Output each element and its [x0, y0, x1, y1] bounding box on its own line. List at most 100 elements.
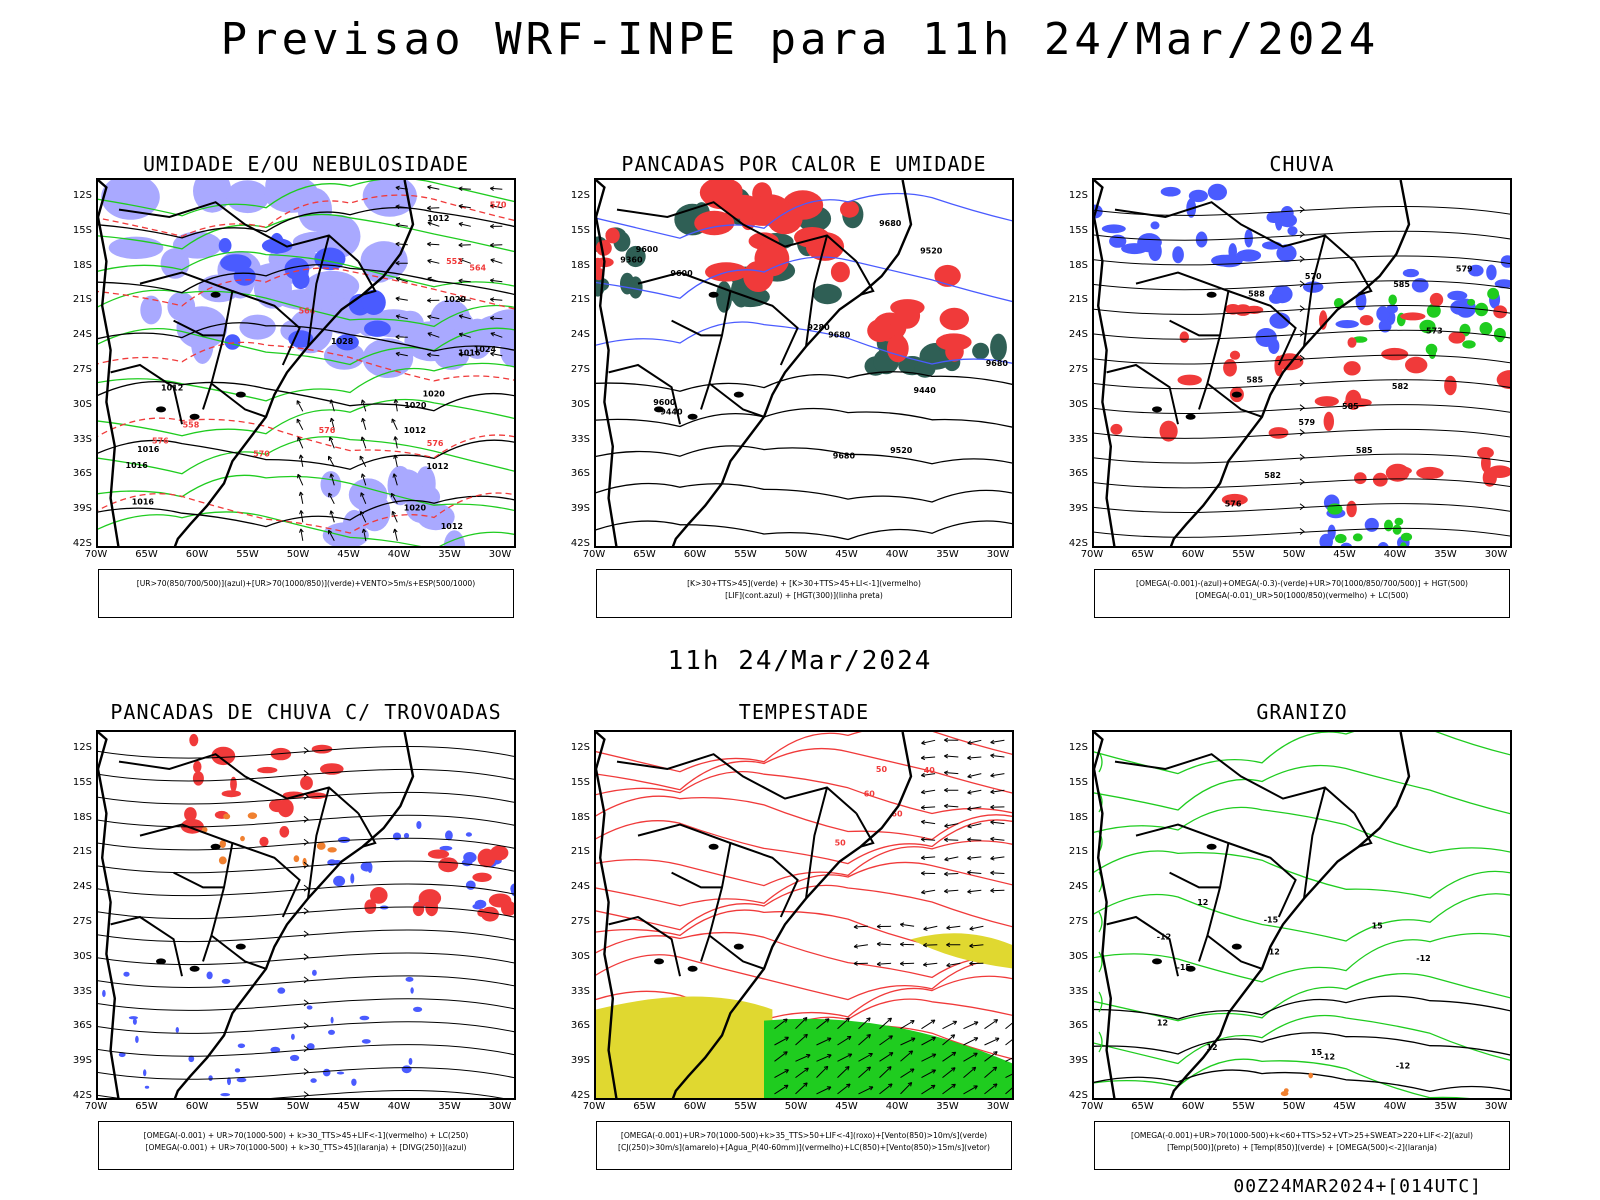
convective-potential-unstable — [886, 334, 909, 363]
convective-potential-unstable — [723, 194, 762, 219]
country-border — [805, 235, 828, 347]
divergence-250 — [277, 987, 286, 994]
streamline-250 — [98, 814, 514, 828]
contour-label: 564 — [299, 307, 316, 316]
wind-vector — [427, 352, 432, 358]
wind-vector-850 — [946, 925, 961, 929]
contour-label: 564 — [469, 263, 486, 272]
lon-label: 70W — [582, 1101, 606, 1112]
wind-vector-850 — [907, 1082, 913, 1087]
lat-label: 21S — [72, 294, 92, 306]
wind-vector-850 — [804, 1067, 809, 1072]
omega-rain — [1335, 320, 1359, 329]
temperature-850 — [1098, 911, 1103, 933]
lon-label: 60W — [1181, 549, 1205, 560]
country-border — [805, 787, 828, 899]
wind-vector-850 — [963, 1021, 979, 1030]
lon-label: 40W — [885, 1101, 909, 1112]
coastline-west — [98, 180, 120, 546]
humidity-low-level-contour — [98, 180, 514, 217]
wind-vector — [490, 279, 503, 283]
lon-label: 45W — [337, 549, 360, 560]
lat-label: 24S — [570, 881, 590, 893]
country-border — [608, 363, 681, 425]
lat-label: 15S — [570, 776, 590, 788]
omega-rain — [1269, 312, 1291, 329]
lon-label: 35W — [1434, 549, 1457, 560]
wind-vector-850 — [967, 789, 982, 794]
omega-rain — [1319, 533, 1333, 546]
wind-vector — [394, 436, 398, 449]
lat-label: 15S — [72, 776, 92, 788]
convective-potential-unstable — [830, 261, 850, 283]
wind-vector — [490, 259, 503, 264]
omega-rain — [1160, 186, 1181, 197]
omega-rain — [1494, 279, 1510, 289]
wind-vector — [297, 437, 304, 449]
wind-vector-850 — [1005, 1057, 1012, 1062]
geopotential-height-300 — [596, 482, 1012, 503]
panel-title-umidade: UMIDADE E/OU NEBULOSIDADE — [142, 152, 470, 176]
humidity-high-level — [389, 469, 423, 500]
wind-vector-850 — [984, 1051, 998, 1062]
wind-vector-850 — [973, 1052, 978, 1057]
wind-vector-850 — [990, 855, 995, 861]
wind-vector — [395, 224, 408, 227]
wind-vector — [362, 418, 367, 430]
wind-vector-850 — [1005, 1022, 1012, 1030]
wind-vector-850 — [931, 1053, 937, 1058]
lat-label: 33S — [570, 433, 590, 445]
divergence-250 — [312, 969, 317, 976]
divergence-250 — [333, 875, 346, 887]
contour-label: -12 — [1416, 954, 1430, 963]
wind-vector-850 — [837, 1066, 850, 1078]
wind-vector-850 — [923, 925, 938, 930]
wind-vector-850 — [967, 837, 972, 843]
wind-vector-850 — [973, 1085, 978, 1090]
divergence-250 — [175, 1027, 179, 1033]
contour-label: 9680 — [986, 359, 1009, 368]
wind-vector-850 — [921, 889, 926, 895]
temperature-850 — [1094, 972, 1510, 1022]
wind-vector-850 — [887, 1017, 892, 1023]
omega-rain — [1386, 304, 1398, 314]
wind-vector-850 — [993, 1051, 998, 1056]
contour-label: 1024 — [474, 345, 497, 354]
lon-label: 70W — [84, 1101, 108, 1112]
wind-vector-850 — [910, 1037, 916, 1042]
lat-label: 30S — [72, 398, 92, 410]
wind-vector-850 — [967, 773, 982, 778]
omega-rain — [1364, 517, 1379, 532]
pressure-isobar — [98, 206, 514, 239]
wind-vector-850 — [795, 1054, 811, 1062]
wind-vector-850 — [900, 923, 915, 927]
contour-label: 582 — [1264, 471, 1281, 480]
wind-vector-850 — [951, 1083, 956, 1089]
divergence-250 — [237, 1043, 246, 1049]
wind-vector — [427, 186, 440, 190]
streamline-250-arrowhead — [303, 953, 309, 961]
country-border — [357, 260, 377, 296]
lat-label: 33S — [1068, 433, 1088, 445]
streamline-500 — [1094, 527, 1510, 538]
wind-vector — [298, 454, 304, 459]
wind-vector-850 — [816, 1037, 832, 1046]
country-border — [1106, 363, 1179, 425]
wind-vector-850 — [946, 925, 951, 930]
contour-label: 582 — [1392, 382, 1409, 391]
thunderstorm-unstable — [193, 760, 202, 773]
contour-label: 576 — [1225, 500, 1242, 509]
country-border — [1353, 260, 1373, 296]
panel-title-granizo: GRANIZO — [1256, 700, 1348, 724]
contour-label: 1020 — [423, 390, 446, 399]
wind-vector-850 — [837, 1083, 851, 1095]
wind-vector — [458, 278, 463, 284]
wind-vector-850 — [990, 789, 995, 795]
lake — [156, 958, 166, 965]
lon-label: 30W — [488, 1101, 512, 1112]
wind-vector-850 — [921, 1053, 937, 1062]
legend-trovoadas: [OMEGA(-0.001) + UR>70(1000-500) + k>30_… — [98, 1121, 514, 1170]
precipitable-water-contour — [596, 795, 1012, 841]
wind-vector — [459, 258, 471, 264]
wind-vector-850 — [990, 804, 995, 810]
